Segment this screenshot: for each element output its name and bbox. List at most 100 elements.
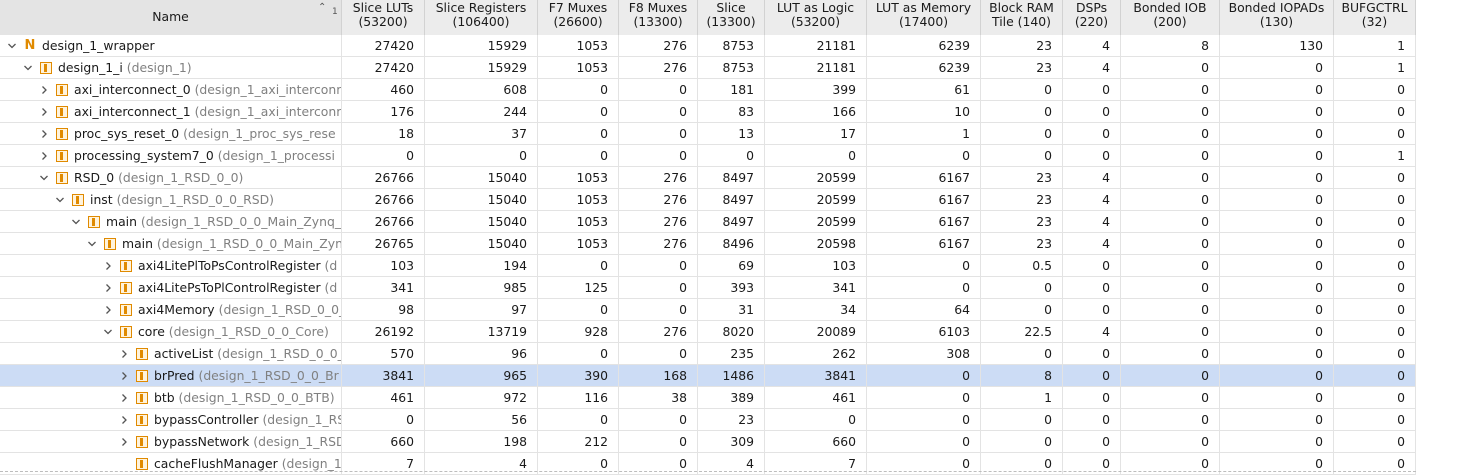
column-header-lut-as-logic[interactable]: LUT as Logic (53200) — [765, 0, 867, 35]
instance-icon — [56, 172, 68, 184]
instance-name: btb — [154, 390, 175, 405]
chevron-down-icon[interactable] — [87, 233, 97, 255]
hierarchy-name-cell: inst (design_1_RSD_0_0_RSD) — [0, 189, 341, 211]
column-header-slice-registers[interactable]: Slice Registers (106400) — [425, 0, 538, 35]
cell-block-ram-tile: 23 — [1036, 38, 1052, 53]
column-header-capacity: (200) — [1153, 14, 1187, 29]
table-row[interactable]: axi4LitePlToPsControlRegister (d 103 194 0 0… — [0, 255, 1416, 277]
module-name: (design_1_RSD_0_0_ — [217, 346, 341, 361]
cell-slice-luts: 98 — [398, 302, 414, 317]
chevron-right-icon[interactable] — [39, 145, 49, 167]
table-row[interactable]: activeList (design_1_RSD_0_0_ 570 96 0 0 235 2… — [0, 343, 1416, 365]
cell-f8-muxes: 0 — [679, 104, 687, 119]
table-row[interactable]: processing_system7_0 (design_1_processi 0… — [0, 145, 1416, 167]
instance-name: RSD_0 — [74, 170, 115, 185]
chevron-right-icon[interactable] — [119, 387, 129, 409]
row-divider — [0, 298, 1416, 299]
table-row[interactable]: inst (design_1_RSD_0_0_RSD) 26766 15040 105… — [0, 189, 1416, 211]
cell-f8-muxes: 168 — [663, 368, 687, 383]
chevron-down-icon[interactable] — [39, 167, 49, 189]
column-header-bonded-iopads[interactable]: Bonded IOPADs (130) — [1220, 0, 1334, 35]
chevron-down-icon[interactable] — [55, 189, 65, 211]
chevron-down-icon[interactable] — [71, 211, 81, 233]
column-header-slice-luts[interactable]: Slice LUTs (53200) — [342, 0, 425, 35]
row-divider — [0, 188, 1416, 189]
table-row[interactable]: RSD_0 (design_1_RSD_0_0) 26766 15040 1053 27… — [0, 167, 1416, 189]
column-header-f8-muxes[interactable]: F8 Muxes (13300) — [619, 0, 698, 35]
table-row[interactable]: axi_interconnect_0 (design_1_axi_interco… — [0, 79, 1416, 101]
cell-slice-luts: 7 — [406, 456, 414, 471]
table-row[interactable]: bypassNetwork (design_1_RSD 660 198 212 0 309… — [0, 431, 1416, 453]
cell-f7-muxes: 390 — [584, 368, 608, 383]
chevron-down-icon[interactable] — [23, 57, 33, 79]
cell-slice-registers: 97 — [511, 302, 527, 317]
cell-f7-muxes: 0 — [600, 456, 608, 471]
chevron-right-icon[interactable] — [39, 123, 49, 145]
chevron-right-icon[interactable] — [39, 79, 49, 101]
cell-dsps: 0 — [1102, 126, 1110, 141]
table-row[interactable]: btb (design_1_RSD_0_0_BTB) 461 972 116 38 389… — [0, 387, 1416, 409]
chevron-right-icon[interactable] — [119, 431, 129, 453]
table-row-selected[interactable]: brPred (design_1_RSD_0_0_Br 3841 965 390 168… — [0, 365, 1416, 387]
column-header-name[interactable]: Name ⌃ 1 — [0, 0, 342, 35]
cell-f7-muxes: 0 — [600, 82, 608, 97]
cell-lut-as-memory: 6167 — [938, 214, 970, 229]
table-row[interactable]: design_1_i (design_1) 27420 15929 1053 276 87… — [0, 57, 1416, 79]
column-header-bonded-iob[interactable]: Bonded IOB (200) — [1121, 0, 1220, 35]
cell-slice-registers: 0 — [519, 148, 527, 163]
table-row[interactable]: core (design_1_RSD_0_0_Core) 26192 13719 92… — [0, 321, 1416, 343]
table-row[interactable]: main (design_1_RSD_0_0_Main_Zynq_V 26766 1… — [0, 211, 1416, 233]
cell-slice: 8496 — [722, 236, 754, 251]
instance-icon — [120, 260, 132, 272]
column-header-block-ram-tile[interactable]: Block RAM Tile (140) — [981, 0, 1063, 35]
instance-icon — [40, 62, 52, 74]
cell-lut-as-logic: 17 — [840, 126, 856, 141]
hierarchy-label: processing_system7_0 (design_1_processi — [74, 145, 335, 167]
hierarchy-label: axi4LitePlToPsControlRegister (d — [138, 255, 337, 277]
cell-block-ram-tile: 1 — [1044, 390, 1052, 405]
column-header-label: F8 Muxes — [628, 0, 688, 15]
table-row[interactable]: cacheFlushManager (design_1 7 4 0 0 4 7 0 0 0 0 0 0 — [0, 453, 1416, 475]
column-header-label: LUT as Memory — [875, 0, 972, 15]
column-header-dsps[interactable]: DSPs (220) — [1063, 0, 1121, 35]
chevron-down-icon[interactable] — [7, 35, 17, 57]
cell-bufgctrl: 0 — [1397, 412, 1405, 427]
column-header-lut-as-memory[interactable]: LUT as Memory (17400) — [867, 0, 981, 35]
chevron-right-icon[interactable] — [103, 277, 113, 299]
cell-bufgctrl: 0 — [1397, 104, 1405, 119]
module-name: (design_1_RSD_0_0_Main_Zynq_V — [140, 214, 341, 229]
column-header-label: Slice LUTs — [352, 0, 414, 15]
column-header-slice[interactable]: Slice (13300) — [698, 0, 765, 35]
table-row[interactable]: axi4LitePsToPlControlRegister (d 341 985 12… — [0, 277, 1416, 299]
cell-bufgctrl: 0 — [1397, 324, 1405, 339]
cell-lut-as-logic: 21181 — [816, 60, 856, 75]
cell-slice: 13 — [738, 126, 754, 141]
table-row[interactable]: axi4Memory (design_1_RSD_0_0_ 98 97 0 0 31 34 6… — [0, 299, 1416, 321]
chevron-right-icon[interactable] — [119, 409, 129, 431]
cell-dsps: 0 — [1102, 368, 1110, 383]
hierarchy-label: brPred (design_1_RSD_0_0_Br — [154, 365, 339, 387]
chevron-right-icon[interactable] — [103, 299, 113, 321]
table-row[interactable]: axi_interconnect_1 (design_1_axi_interco… — [0, 101, 1416, 123]
table-row[interactable]: bypassController (design_1_RS 0 56 0 0 23 0 0 0 0… — [0, 409, 1416, 431]
instance-name: inst — [90, 192, 113, 207]
cell-bufgctrl: 0 — [1397, 82, 1405, 97]
table-row[interactable]: proc_sys_reset_0 (design_1_proc_sys_rese… — [0, 123, 1416, 145]
chevron-down-icon[interactable] — [103, 321, 113, 343]
table-row[interactable]: main (design_1_RSD_0_0_Main_Zyn 26765 1504… — [0, 233, 1416, 255]
chevron-right-icon[interactable] — [103, 255, 113, 277]
cell-slice-registers: 608 — [503, 82, 527, 97]
column-divider — [1219, 35, 1220, 474]
column-header-bufgctrl[interactable]: BUFGCTRL (32) — [1334, 0, 1416, 35]
module-name: (design_1_RSD_0_0) — [118, 170, 244, 185]
cell-slice: 181 — [730, 82, 754, 97]
chevron-right-icon[interactable] — [119, 365, 129, 387]
hierarchy-name-cell: axi4Memory (design_1_RSD_0_0_ — [0, 299, 341, 321]
column-header-f7-muxes[interactable]: F7 Muxes (26600) — [538, 0, 619, 35]
chevron-right-icon[interactable] — [119, 343, 129, 365]
chevron-right-icon[interactable] — [39, 101, 49, 123]
column-header-capacity: (26600) — [553, 14, 603, 29]
instance-icon — [120, 326, 132, 338]
